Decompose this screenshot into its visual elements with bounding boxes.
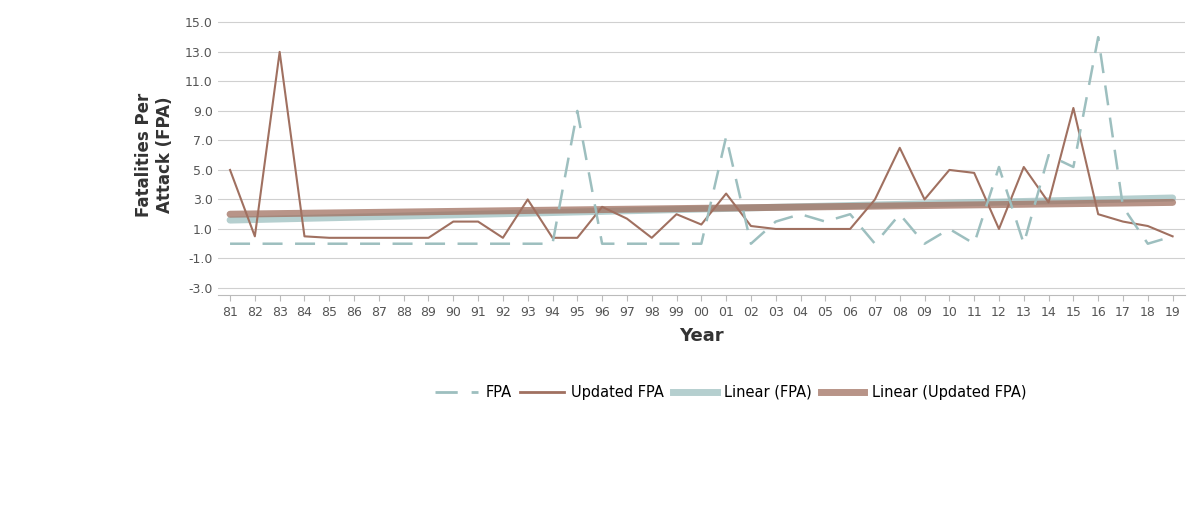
X-axis label: Year: Year — [679, 327, 724, 345]
Legend: FPA, Updated FPA, Linear (FPA), Linear (Updated FPA): FPA, Updated FPA, Linear (FPA), Linear (… — [428, 379, 1032, 406]
Y-axis label: Fatalities Per
Attack (FPA): Fatalities Per Attack (FPA) — [134, 93, 174, 217]
